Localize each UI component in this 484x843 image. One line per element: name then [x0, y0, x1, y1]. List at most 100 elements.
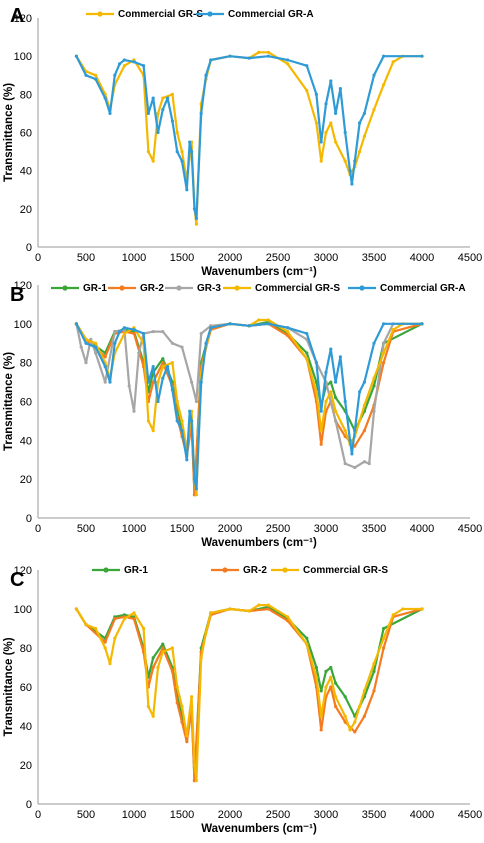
- data-point: [353, 720, 357, 724]
- y-tick-label: 20: [20, 474, 32, 486]
- data-point: [314, 361, 318, 365]
- data-point: [334, 409, 338, 413]
- data-point: [324, 130, 328, 135]
- panel-b: 0 20 40 60 80 100 120 0 500 1000 1500 2000 2500 3000 3…: [3, 280, 482, 549]
- y-tick-label: 60: [20, 682, 32, 694]
- data-point: [372, 689, 376, 693]
- data-point: [194, 216, 198, 220]
- data-point: [190, 695, 194, 699]
- data-point: [194, 399, 198, 404]
- data-point: [192, 477, 197, 481]
- data-point: [132, 409, 136, 413]
- data-point: [156, 111, 160, 116]
- data-point: [228, 607, 232, 611]
- data-point: [156, 130, 160, 135]
- data-point: [190, 380, 194, 384]
- data-point: [122, 326, 126, 330]
- legend-marker: [103, 567, 109, 573]
- data-point: [391, 328, 395, 332]
- data-point: [314, 675, 318, 679]
- data-point: [353, 465, 357, 470]
- legend-label: GR-2: [140, 283, 164, 294]
- y-tick-label: 0: [26, 799, 32, 811]
- data-point: [103, 355, 107, 359]
- y-tick-label: 20: [20, 204, 32, 216]
- data-point: [334, 681, 338, 685]
- data-point: [170, 341, 174, 345]
- data-point: [122, 331, 126, 336]
- data-point: [286, 615, 290, 619]
- data-point: [74, 54, 78, 58]
- legend-entry: GR-1: [51, 283, 107, 294]
- y-tick-label: 80: [20, 89, 32, 101]
- data-point: [334, 140, 338, 144]
- data-point: [372, 384, 376, 388]
- data-point: [122, 58, 126, 62]
- data-point: [319, 409, 323, 413]
- legend-entry: Commercial GR-A: [196, 9, 314, 20]
- data-point: [266, 54, 270, 58]
- data-point: [118, 62, 122, 66]
- data-point: [161, 96, 165, 100]
- series-line: [75, 605, 423, 782]
- data-point: [343, 429, 347, 433]
- data-point: [334, 111, 338, 116]
- data-point: [180, 419, 184, 423]
- data-point: [329, 685, 333, 689]
- data-point: [170, 646, 174, 650]
- data-point: [247, 56, 251, 60]
- data-point: [204, 73, 208, 77]
- data-point: [185, 734, 189, 738]
- y-tick-label: 40: [20, 721, 32, 733]
- y-tick-label: 120: [14, 280, 32, 292]
- data-point: [180, 704, 184, 709]
- data-point: [362, 380, 366, 384]
- data-point: [362, 689, 366, 693]
- data-point: [132, 617, 136, 621]
- data-point: [319, 159, 323, 163]
- data-point: [108, 111, 112, 116]
- y-tick-label: 40: [20, 166, 32, 178]
- x-tick-label: 4500: [458, 523, 482, 535]
- data-point: [314, 390, 318, 394]
- data-point: [94, 345, 98, 349]
- x-tick-label: 4000: [410, 523, 434, 535]
- y-tick-label: 80: [20, 643, 32, 655]
- x-tick-label: 500: [77, 809, 95, 821]
- data-point: [420, 607, 424, 611]
- data-point: [113, 330, 117, 334]
- data-point: [161, 330, 165, 334]
- data-point: [151, 330, 155, 334]
- y-axis-title: Transmittance (%): [3, 83, 15, 182]
- data-point: [329, 675, 333, 679]
- x-tick-label: 1000: [122, 809, 146, 821]
- legend-marker: [359, 285, 365, 291]
- data-point: [391, 60, 395, 64]
- data-point: [319, 140, 323, 144]
- data-point: [362, 134, 366, 138]
- data-point: [151, 380, 155, 384]
- x-tick-label: 2500: [266, 809, 290, 821]
- series-commercial-gr-a: [74, 54, 424, 220]
- series-line: [75, 607, 423, 782]
- data-point: [372, 669, 376, 674]
- legend-entry: GR-2: [211, 565, 267, 576]
- data-point: [362, 403, 366, 407]
- data-point: [151, 656, 155, 660]
- y-tick-label: 120: [14, 13, 32, 25]
- data-point: [305, 331, 309, 336]
- series-line: [75, 322, 422, 469]
- x-tick-label: 3500: [362, 523, 386, 535]
- data-point: [382, 341, 386, 345]
- legend-label: Commercial GR-A: [380, 283, 466, 294]
- legend-entry: Commercial GR-S: [223, 283, 340, 294]
- data-point: [132, 60, 136, 64]
- data-point: [180, 345, 184, 349]
- x-tick-label: 4000: [410, 252, 434, 264]
- data-point: [343, 714, 347, 718]
- data-point: [113, 636, 117, 640]
- y-tick-label: 100: [14, 51, 32, 63]
- data-point: [338, 355, 342, 359]
- data-point: [353, 429, 357, 433]
- x-axis-title: Wavenumbers (cm⁻¹): [201, 266, 317, 278]
